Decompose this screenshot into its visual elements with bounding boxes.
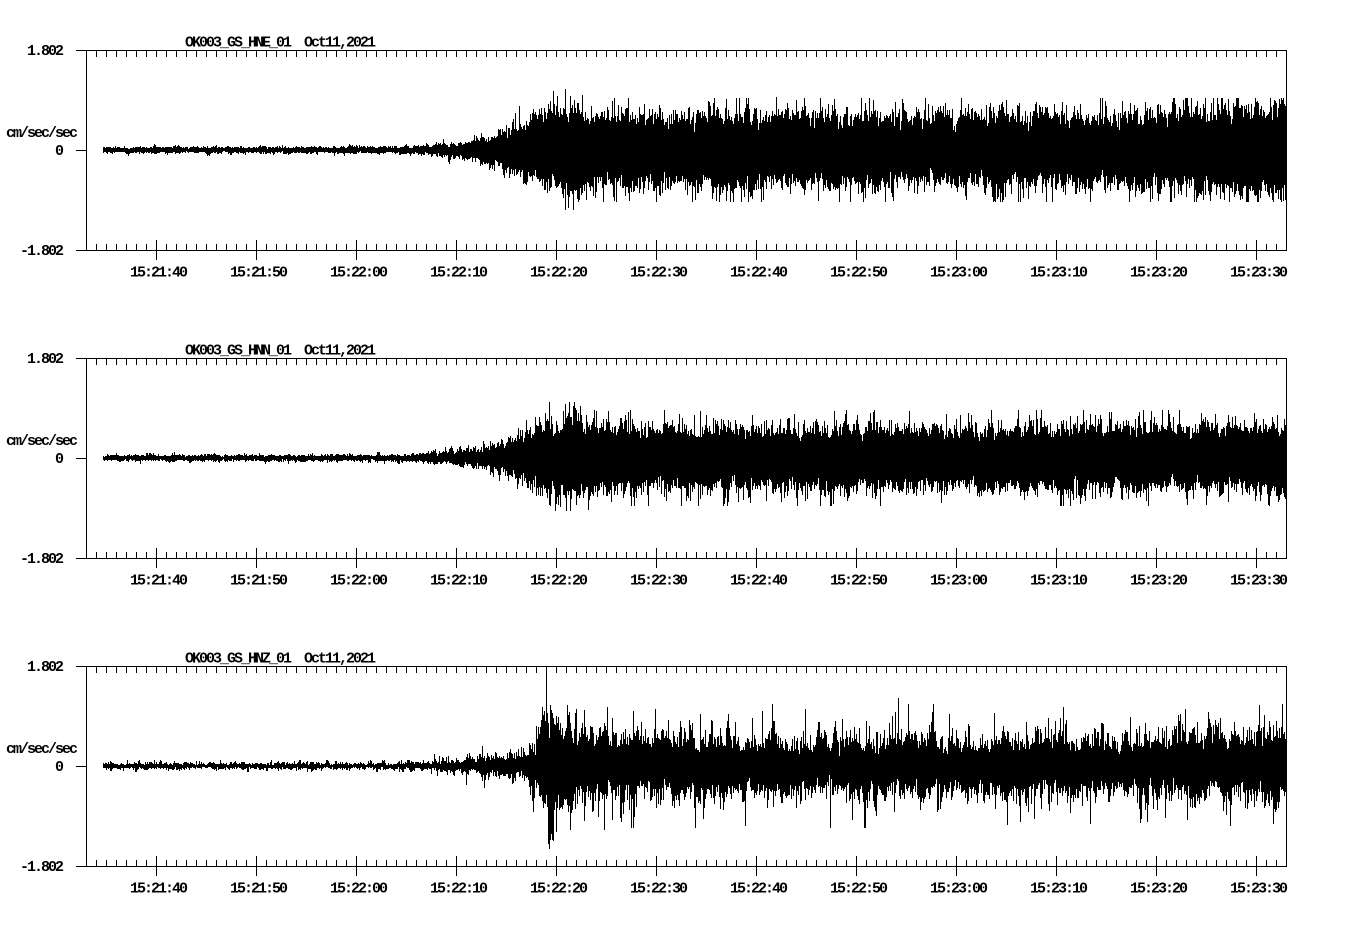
- svg-text:15:22:00: 15:22:00: [330, 881, 388, 898]
- svg-text:15:23:20: 15:23:20: [1130, 573, 1188, 590]
- svg-text:15:22:20: 15:22:20: [530, 881, 588, 898]
- svg-text:15:22:50: 15:22:50: [830, 881, 888, 898]
- svg-text:0: 0: [55, 759, 64, 776]
- svg-text:15:23:20: 15:23:20: [1130, 265, 1188, 282]
- svg-text:15:22:00: 15:22:00: [330, 573, 388, 590]
- svg-text:15:22:50: 15:22:50: [830, 265, 888, 282]
- svg-text:15:23:30: 15:23:30: [1230, 265, 1288, 282]
- svg-text:OK003_GS_HNE_01 Oct11,2021: OK003_GS_HNE_01 Oct11,2021: [185, 35, 376, 52]
- svg-text:-1.802: -1.802: [20, 859, 64, 876]
- svg-text:15:23:10: 15:23:10: [1030, 265, 1088, 282]
- svg-text:15:21:40: 15:21:40: [130, 881, 188, 898]
- svg-text:15:23:00: 15:23:00: [930, 881, 988, 898]
- svg-text:15:22:40: 15:22:40: [730, 265, 788, 282]
- svg-text:15:23:00: 15:23:00: [930, 265, 988, 282]
- svg-text:15:23:30: 15:23:30: [1230, 881, 1288, 898]
- svg-text:15:21:40: 15:21:40: [130, 573, 188, 590]
- svg-text:15:21:50: 15:21:50: [230, 265, 288, 282]
- svg-text:cm/sec/sec: cm/sec/sec: [6, 741, 78, 758]
- svg-text:15:21:50: 15:21:50: [230, 881, 288, 898]
- svg-text:15:23:00: 15:23:00: [930, 573, 988, 590]
- svg-text:15:22:10: 15:22:10: [430, 265, 488, 282]
- svg-text:15:23:10: 15:23:10: [1030, 573, 1088, 590]
- svg-text:15:22:20: 15:22:20: [530, 573, 588, 590]
- svg-text:1.802: 1.802: [27, 351, 64, 368]
- svg-text:15:22:10: 15:22:10: [430, 881, 488, 898]
- svg-text:15:21:50: 15:21:50: [230, 573, 288, 590]
- svg-text:cm/sec/sec: cm/sec/sec: [6, 433, 78, 450]
- svg-text:15:22:20: 15:22:20: [530, 265, 588, 282]
- svg-text:15:22:00: 15:22:00: [330, 265, 388, 282]
- svg-text:1.802: 1.802: [27, 43, 64, 60]
- svg-text:-1.802: -1.802: [20, 243, 64, 260]
- svg-text:15:23:20: 15:23:20: [1130, 881, 1188, 898]
- svg-text:15:22:30: 15:22:30: [630, 881, 688, 898]
- svg-text:15:23:10: 15:23:10: [1030, 881, 1088, 898]
- svg-text:OK003_GS_HNZ_01 Oct11,2021: OK003_GS_HNZ_01 Oct11,2021: [185, 651, 376, 668]
- svg-text:15:22:10: 15:22:10: [430, 573, 488, 590]
- svg-text:15:22:40: 15:22:40: [730, 881, 788, 898]
- svg-text:15:22:50: 15:22:50: [830, 573, 888, 590]
- svg-text:15:21:40: 15:21:40: [130, 265, 188, 282]
- svg-text:15:22:40: 15:22:40: [730, 573, 788, 590]
- svg-text:15:22:30: 15:22:30: [630, 265, 688, 282]
- svg-text:1.802: 1.802: [27, 659, 64, 676]
- svg-text:0: 0: [55, 143, 64, 160]
- svg-text:15:23:30: 15:23:30: [1230, 573, 1288, 590]
- svg-text:15:22:30: 15:22:30: [630, 573, 688, 590]
- svg-text:OK003_GS_HNN_01 Oct11,2021: OK003_GS_HNN_01 Oct11,2021: [185, 343, 376, 360]
- svg-text:-1.802: -1.802: [20, 551, 64, 568]
- svg-text:cm/sec/sec: cm/sec/sec: [6, 125, 78, 142]
- svg-text:0: 0: [55, 451, 64, 468]
